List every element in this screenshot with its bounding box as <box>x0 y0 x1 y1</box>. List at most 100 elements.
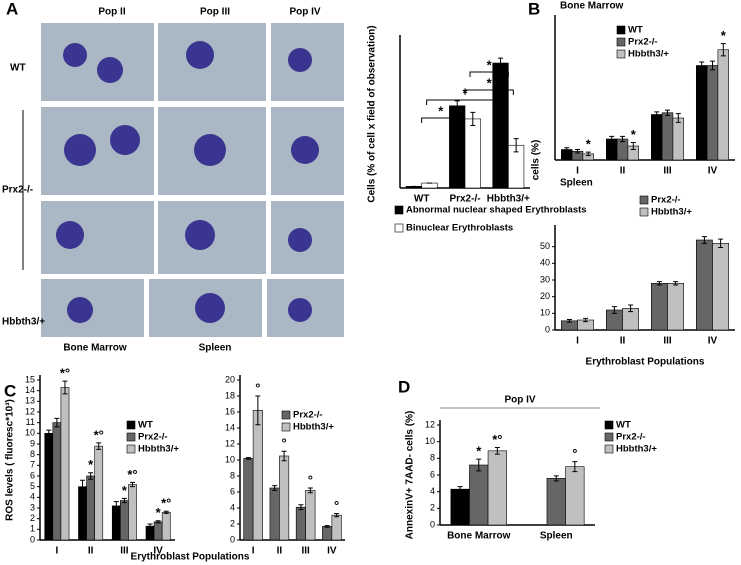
y-tick-label: 15 <box>25 374 35 384</box>
bar <box>672 117 685 161</box>
x-axis-label: Erythroblast Populations <box>131 552 250 563</box>
error-bar <box>255 395 261 426</box>
panel-letter: C <box>4 381 16 400</box>
chart-title: Bone Marrow <box>560 1 624 12</box>
bracket <box>426 99 504 105</box>
x-tick-label: III <box>120 546 129 557</box>
y-tick-label: 30 <box>540 274 550 284</box>
y-tick-label: 10 <box>540 308 550 318</box>
error-bar <box>457 486 463 493</box>
error-bar <box>334 513 340 518</box>
panel-letter: A <box>6 0 18 18</box>
y-tick-label: 7 <box>30 460 35 470</box>
error-bar <box>46 429 52 438</box>
y-tick-label: 0 <box>30 534 35 544</box>
x-tick-label: III <box>663 336 672 347</box>
y-tick-label: 6 <box>430 469 435 479</box>
y-tick-label: 13 <box>25 396 35 406</box>
y-tick-label: 8 <box>230 470 235 480</box>
x-tick-label: II <box>88 546 94 557</box>
error-bar <box>630 142 636 150</box>
error-bar <box>564 147 570 152</box>
legend-label: Hbbth3/+ <box>616 444 657 455</box>
y-axis-label: ROS levels ( fluoresc*10³) <box>5 399 16 521</box>
x-tick-label: III <box>663 166 672 177</box>
significance-mark: ° <box>572 446 577 461</box>
bar <box>60 387 70 541</box>
error-bar <box>583 317 589 323</box>
x-tick-label: IV <box>327 546 337 557</box>
error-bar <box>454 100 460 112</box>
bar <box>487 450 507 526</box>
bar <box>252 410 263 541</box>
x-tick-label: I <box>576 336 579 347</box>
legend-label: Prx2-/- <box>628 37 658 48</box>
image <box>39 105 156 197</box>
bar <box>546 478 566 526</box>
x-tick-label: Hbbth3/+ <box>487 194 530 205</box>
legend-swatch <box>604 444 614 454</box>
error-bar <box>620 135 625 143</box>
legend-label: WT <box>616 420 631 431</box>
bar <box>331 514 342 541</box>
bar <box>322 526 333 541</box>
y-tick-label: 11 <box>26 417 35 427</box>
legend-swatch <box>616 49 626 59</box>
significance-mark: * <box>631 127 637 142</box>
legend-swatch <box>639 195 649 205</box>
significance-mark: *° <box>492 432 502 447</box>
error-bar <box>665 109 670 116</box>
bracket-mark: * <box>487 57 493 72</box>
bar <box>153 521 163 541</box>
y-tick-label: 6 <box>30 470 35 480</box>
y-tick-label: 4 <box>430 486 435 496</box>
y-tick-label: 10 <box>425 436 435 446</box>
significance-mark: ° <box>281 436 286 451</box>
error-bar <box>245 457 251 460</box>
x-tick-label: WT <box>414 194 430 205</box>
error-bar <box>575 149 580 154</box>
error-bar <box>281 450 287 462</box>
bar <box>695 65 708 161</box>
bar <box>492 62 509 189</box>
legend-label: Hbbth3/+ <box>651 207 692 218</box>
error-bar <box>710 60 715 71</box>
bar <box>86 475 95 541</box>
bar <box>650 283 668 331</box>
significance-mark: *° <box>127 467 137 482</box>
bracket <box>421 117 461 123</box>
bar <box>605 138 618 161</box>
bar <box>667 283 685 331</box>
y-tick-label: 14 <box>25 385 35 395</box>
bar <box>706 65 719 161</box>
error-bar <box>298 504 304 511</box>
legend-label: Hbbth3/+ <box>293 422 334 433</box>
x-tick-label: II <box>620 336 626 347</box>
significance-mark: *° <box>94 427 104 442</box>
tissue-label: Spleen <box>199 343 232 354</box>
legend-swatch <box>281 422 291 432</box>
bracket-mark: * <box>487 75 493 90</box>
error-bar <box>718 238 724 248</box>
row-label: Prx2-/- <box>2 185 33 196</box>
error-bar <box>307 487 313 494</box>
y-tick-label: 0 <box>545 324 550 334</box>
x-tick-label: IV <box>708 166 718 177</box>
column-label: Pop IV <box>289 7 320 18</box>
bar <box>650 114 663 161</box>
y-axis-label: Cells (% of cell x field of observation) <box>367 25 378 202</box>
error-bar <box>121 497 127 504</box>
panel-letter: D <box>398 377 410 396</box>
error-bar <box>585 151 591 157</box>
significance-mark: ° <box>308 472 313 487</box>
x-tick-label: I <box>576 166 579 177</box>
legend-label: Prx2-/- <box>616 432 646 443</box>
bar <box>695 239 713 331</box>
legend-label: WT <box>628 25 643 36</box>
bar <box>111 505 121 541</box>
bar <box>421 182 438 189</box>
significance-mark: ° <box>255 380 260 395</box>
legend-swatch <box>281 410 291 420</box>
bar <box>616 138 629 161</box>
